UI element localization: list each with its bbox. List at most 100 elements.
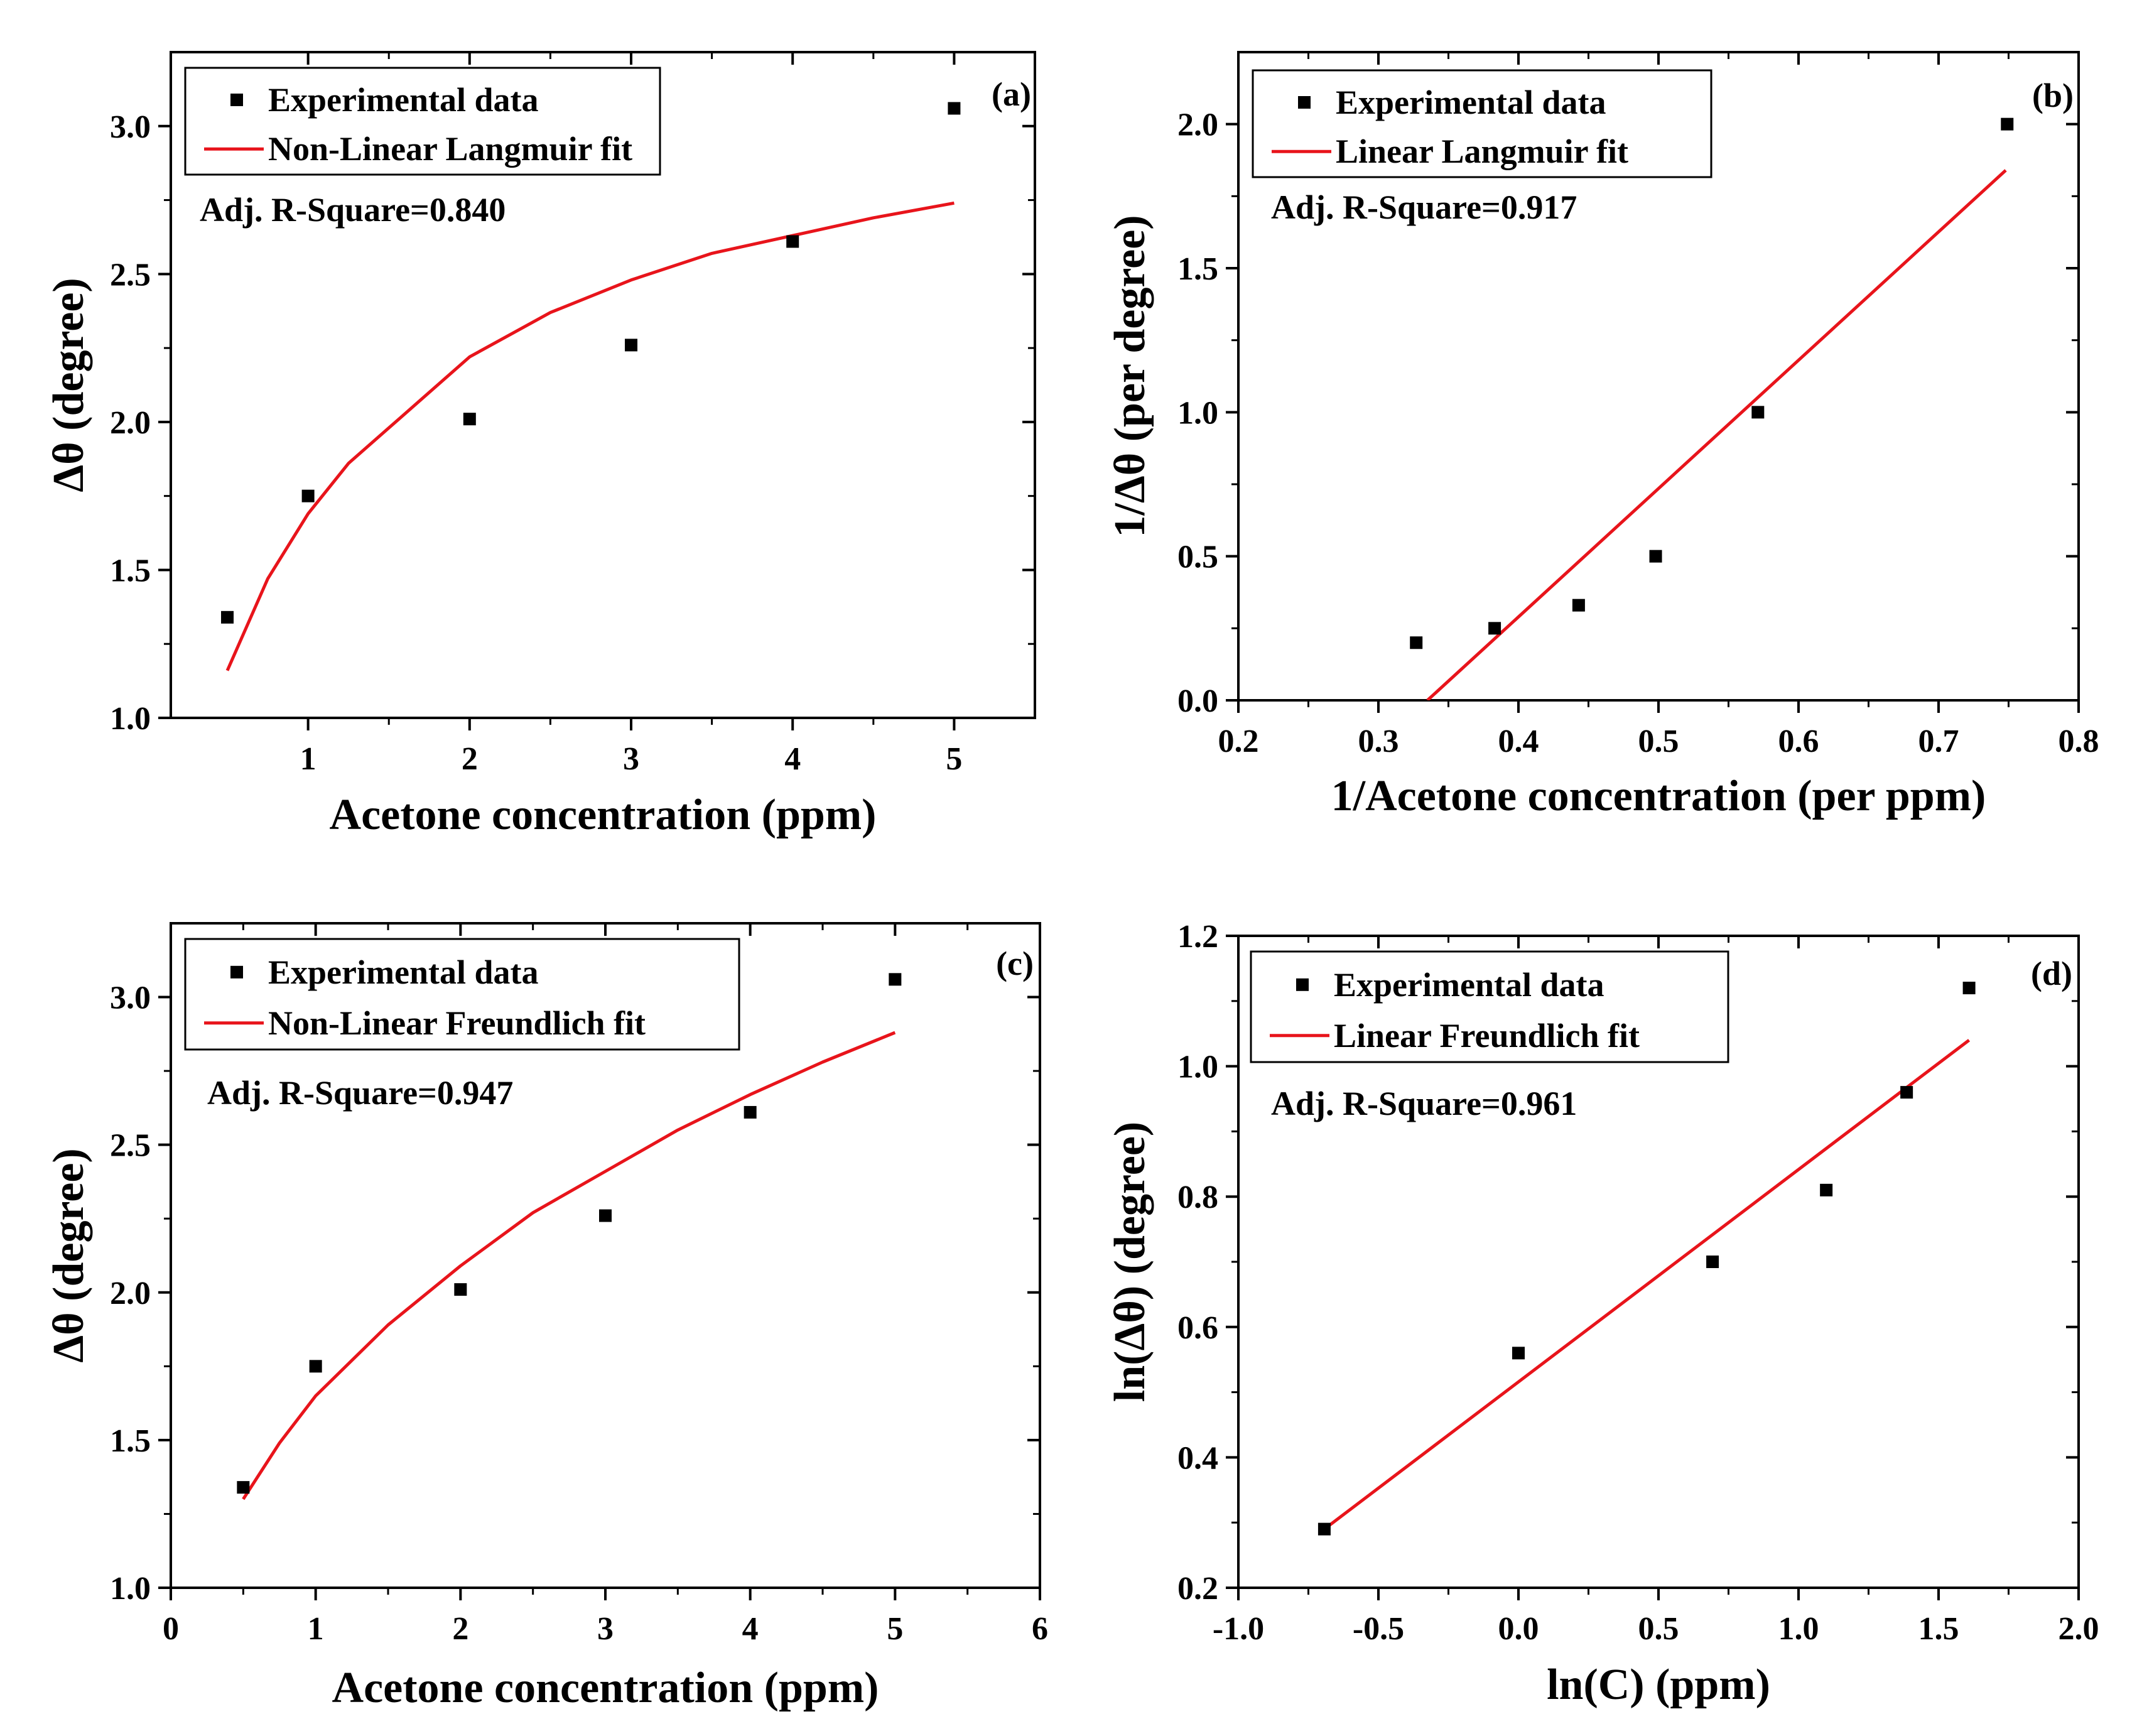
panel-tag: (c) [996, 945, 1034, 982]
y-tick-label: 1.5 [110, 1423, 151, 1459]
x-tick-label: 3 [597, 1611, 614, 1647]
x-axis-title: 1/Acetone concentration (per ppm) [1331, 772, 1986, 820]
y-tick-label: 3.0 [110, 109, 151, 145]
y-tick-label: 2.0 [110, 405, 151, 441]
y-tick-label: 2.5 [110, 1128, 151, 1164]
legend-box [184, 67, 661, 176]
x-tick-label: 0.5 [1638, 724, 1679, 759]
panel-c: 0 1 2 3 4 5 6 1.0 1.5 2.0 2.5 3.0 Acetone concentrat… [45, 922, 1048, 1712]
x-tick-label: 6 [1032, 1611, 1048, 1647]
legend-label-line: Linear Langmuir fit [1336, 133, 1628, 170]
panel-a: 1 2 3 4 5 1.0 1.5 2.0 2.5 3.0 Acetone concentratio… [45, 51, 1036, 839]
legend-label-points: Experimental data [1336, 84, 1606, 121]
data-point [1410, 636, 1423, 649]
x-tick-label: 2.0 [2059, 1611, 2099, 1647]
adj-r-square-annotation: Adj. R-Square=0.917 [1271, 188, 1577, 226]
plot-frame [170, 51, 1036, 719]
data-point [744, 1105, 757, 1119]
x-tick-label: 3 [623, 741, 639, 777]
data-point [1706, 1256, 1719, 1268]
legend-point-marker [1296, 978, 1309, 991]
x-tick-label: 4 [784, 741, 801, 777]
adj-r-square-annotation: Adj. R-Square=0.961 [1271, 1085, 1577, 1122]
fit-line [242, 1031, 896, 1500]
y-tick-label: 0.0 [1177, 683, 1218, 719]
x-tick-label: 0.3 [1358, 724, 1399, 759]
data-point [1962, 982, 1976, 995]
data-point [1512, 1347, 1525, 1360]
data-point [309, 1360, 322, 1373]
panel-tag: (b) [2032, 77, 2074, 114]
adj-r-square-annotation: Adj. R-Square=0.947 [207, 1074, 513, 1112]
legend-label-points: Experimental data [268, 81, 538, 119]
data-point [221, 610, 234, 624]
legend-label-line: Non-Linear Langmuir fit [268, 130, 632, 168]
y-tick-label: 1.5 [1177, 251, 1218, 287]
fit-line [225, 201, 955, 671]
legend-point-marker [230, 965, 243, 979]
data-point [1900, 1086, 1913, 1099]
y-tick-label: 0.6 [1177, 1310, 1218, 1346]
panel-b: 0.2 0.3 0.4 0.5 0.6 0.7 0.8 0.0 0.5 1.0 1.5 2.0 1/Ac… [1106, 51, 2099, 820]
data-point [1572, 599, 1585, 612]
panel-tag: (a) [992, 75, 1031, 113]
x-tick-label: 5 [946, 741, 962, 777]
panel-tag: (d) [2031, 955, 2072, 992]
y-tick-label: 3.0 [110, 980, 151, 1016]
x-axis-title: Acetone concentration (ppm) [332, 1664, 879, 1712]
x-tick-label: 1.0 [1778, 1611, 1819, 1647]
x-tick-label: 0.0 [1498, 1611, 1539, 1647]
y-tick-label: 1.0 [1177, 1050, 1218, 1085]
x-tick-label: 0.5 [1638, 1611, 1679, 1647]
data-point [463, 413, 476, 426]
x-tick-label: 1.5 [1918, 1611, 1959, 1647]
y-tick-label: 1.0 [1177, 395, 1218, 431]
x-tick-label: 5 [887, 1611, 903, 1647]
y-tick-label: 0.4 [1177, 1440, 1218, 1476]
y-tick-label: 0.8 [1177, 1180, 1218, 1215]
y-tick-label: 0.2 [1177, 1571, 1218, 1607]
data-point [889, 973, 902, 986]
y-tick-label: 1.0 [110, 1571, 151, 1607]
x-tick-label: 1 [308, 1611, 324, 1647]
data-point [1751, 406, 1765, 419]
legend-label-points: Experimental data [1334, 966, 1604, 1004]
legend-label-line: Non-Linear Freundlich fit [268, 1004, 646, 1042]
x-tick-label: 1 [300, 741, 316, 777]
data-point [1317, 1522, 1331, 1536]
legend-label-line: Linear Freundlich fit [1334, 1017, 1640, 1055]
x-tick-label: 2 [462, 741, 478, 777]
data-point [1649, 550, 1662, 563]
y-tick-label: 2.0 [1177, 107, 1218, 143]
y-tick-label: 2.5 [110, 257, 151, 293]
data-point [301, 489, 315, 502]
y-tick-label: 1.5 [110, 553, 151, 589]
x-tick-label: -1.0 [1213, 1611, 1264, 1647]
data-point [454, 1283, 467, 1296]
x-tick-label: 2 [452, 1611, 468, 1647]
panel-d: -1.0 -0.5 0.0 0.5 1.0 1.5 2.0 0.2 0.4 0.6 0.8 1.0 1.… [1106, 919, 2099, 1709]
x-axis-title: Acetone concentration (ppm) [330, 791, 877, 839]
y-tick-label: 1.2 [1177, 919, 1218, 955]
x-tick-label: 0.8 [2059, 724, 2099, 759]
data-point [948, 102, 961, 115]
x-axis-title: ln(C) (ppm) [1547, 1661, 1770, 1709]
data-point [1820, 1183, 1833, 1196]
x-tick-label: 0.4 [1498, 724, 1539, 759]
data-point [237, 1481, 250, 1494]
x-tick-label: 0.2 [1218, 724, 1259, 759]
data-point [786, 235, 799, 248]
y-tick-label: 2.0 [110, 1276, 151, 1311]
legend-point-marker [230, 94, 243, 106]
adj-r-square-annotation: Adj. R-Square=0.840 [200, 191, 506, 229]
fit-line [1426, 169, 2007, 700]
y-tick-label: 1.0 [110, 701, 151, 737]
x-tick-label: 4 [742, 1611, 759, 1647]
x-tick-label: 0 [163, 1611, 179, 1647]
legend-point-marker [1298, 96, 1311, 109]
x-tick-label: 0.6 [1778, 724, 1819, 759]
legend-label-points: Experimental data [268, 953, 538, 991]
y-axis-title: Δθ (degree) [45, 1148, 93, 1363]
data-point [625, 339, 638, 352]
